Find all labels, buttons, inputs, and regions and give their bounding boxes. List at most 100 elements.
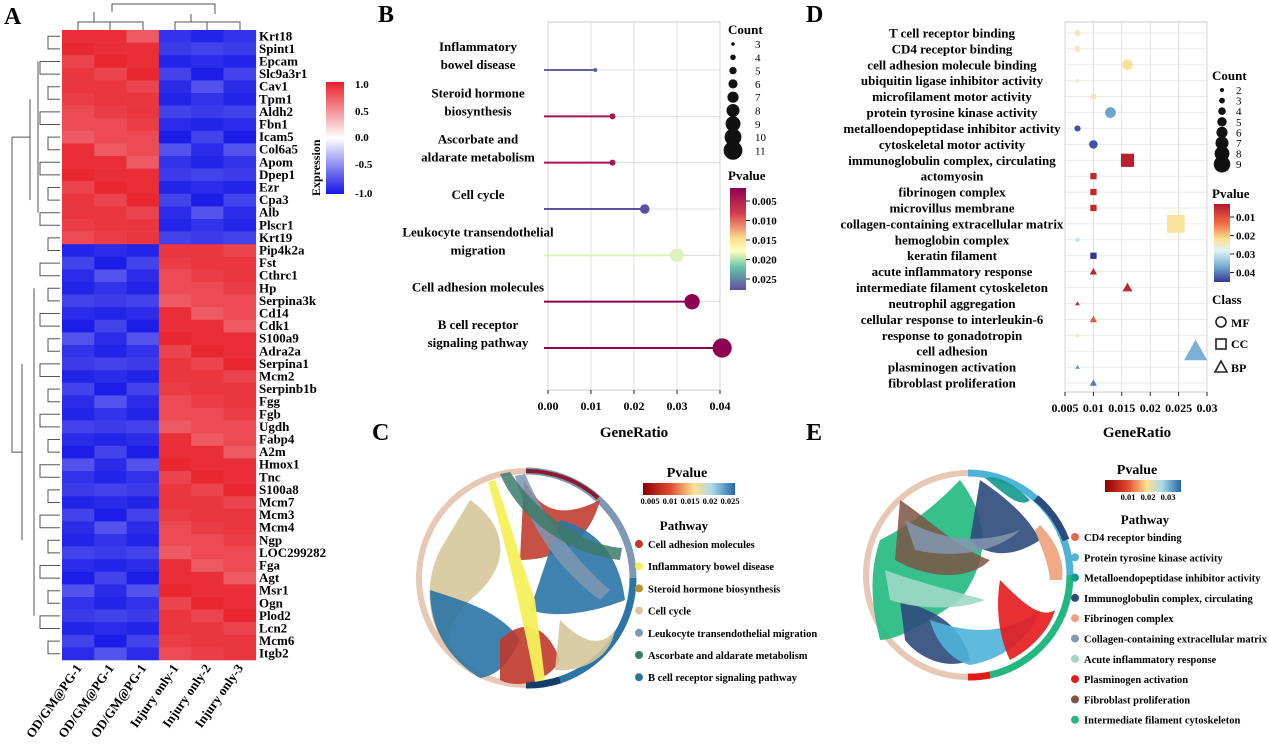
heatmap-cell (62, 193, 95, 207)
grid (547, 22, 721, 390)
pathway-legend-label: Cell adhesion molecules (648, 540, 755, 551)
heatmap-cell (62, 483, 95, 497)
pathway-legend-label: Metalloendopeptidase inhibitor activity (1084, 574, 1261, 585)
gene-label: Serpina3k (259, 293, 317, 308)
expression-colorbar: 1.0 0.5 0.0 -0.5 -1.0 Expression (309, 79, 373, 200)
count-legend-label: 3 (1236, 96, 1242, 108)
heatmap-cell (94, 156, 127, 169)
heatmap-cell (191, 445, 224, 459)
heatmap-cell (126, 559, 160, 573)
heatmap-cell (126, 597, 160, 610)
heatmap-cell (191, 634, 224, 648)
heatmap-cell (223, 609, 257, 623)
heatmap-cell (126, 130, 160, 144)
gene-label: Hp (259, 280, 276, 295)
count-legend-dot (1216, 126, 1228, 138)
x-tick-label: 0.02 (624, 399, 645, 413)
chord-arc (525, 468, 600, 500)
heatmap-cell (191, 546, 224, 560)
heatmap-cell (223, 168, 257, 182)
chord-ribbon (985, 477, 1030, 503)
gene-label: Fabp4 (259, 432, 295, 447)
heatmap-cell (223, 584, 257, 598)
heatmap-cell (223, 634, 257, 648)
pvalue-legend-title: Pvalue (1117, 463, 1157, 478)
heatmap-cell (191, 269, 224, 283)
count-legend-dot (1219, 97, 1225, 104)
panel-e-go-chord: Pvalue 0.01 0.02 0.03 Pathway CD4 receptor… (863, 463, 1268, 727)
heatmap-cell (94, 206, 127, 220)
heatmap-cell (158, 433, 192, 447)
heatmap-cell (191, 307, 224, 321)
heatmap-cell (223, 508, 257, 522)
heatmap-cell (126, 420, 160, 434)
heatmap-cell (62, 534, 95, 547)
heatmap-cell (191, 584, 224, 598)
heatmap-cell (223, 622, 257, 636)
chord-ribbon (430, 590, 520, 678)
heatmap-cell (126, 269, 160, 283)
gene-label: Fgg (259, 394, 280, 409)
class-legend-label: BP (1231, 361, 1246, 375)
heatmap-cell (62, 307, 95, 321)
heatmap-cell (126, 508, 160, 522)
heatmap-cell (223, 370, 257, 384)
go-term-label: T cell receptor binding (889, 26, 1016, 41)
heatmap-cell (126, 181, 160, 195)
heatmap-cell (62, 42, 95, 56)
pathway-legend-swatch (635, 606, 643, 615)
go-term-label: collagen-containing extracellular matrix (841, 216, 1064, 231)
panel-letter-e: E (806, 420, 822, 446)
pathway-label: Leukocyte transendothelial migration (402, 224, 554, 257)
heatmap-cell (158, 269, 192, 283)
heatmap-cell (223, 559, 257, 573)
heatmap-cell (158, 508, 192, 522)
heatmap-cell (94, 93, 127, 106)
heatmap-cell (94, 445, 127, 459)
heatmap-cell (223, 597, 257, 610)
heatmap-cell (158, 130, 192, 144)
gene-label: LOC299282 (259, 545, 326, 560)
heatmap-cell (126, 370, 160, 384)
heatmap-cell (62, 370, 95, 384)
heatmap-cell (94, 67, 127, 81)
gene-label: Hmox1 (259, 457, 299, 472)
heatmap-cell (158, 256, 192, 270)
class-cc-square-icon (1215, 338, 1227, 350)
chord-ribbon (488, 480, 545, 682)
heatmap-cell (126, 546, 160, 560)
heatmap-cell (62, 30, 95, 43)
colorbar-tick: -1.0 (355, 188, 373, 200)
gene-label: Icam5 (259, 129, 294, 144)
pvalue-ticks: 0.005 0.01 0.015 0.02 0.025 (640, 496, 739, 506)
pathway-legend-label: Immunoglobulin complex, circulating (1084, 594, 1253, 605)
count-legend-label: 10 (755, 132, 767, 144)
pathway-legend-label: Fibroblast proliferation (1084, 695, 1190, 706)
heatmap-cell (223, 256, 257, 270)
pvalue-tick-label: 0.02 (1236, 231, 1256, 243)
heatmap-cell (223, 483, 257, 497)
heatmap-cell (62, 496, 95, 510)
x-tick-label: 0.03 (1197, 401, 1218, 415)
heatmap-cell (191, 67, 224, 81)
bubble-mf (1074, 125, 1081, 132)
bubble-bp (1089, 268, 1097, 275)
heatmap-cell (158, 332, 192, 346)
heatmap-cell (158, 345, 192, 358)
heatmap-cell (62, 143, 95, 157)
count-legend-dot (730, 54, 736, 61)
heatmap-cell (158, 193, 192, 207)
heatmap-cell (94, 496, 127, 510)
lollipop-point (712, 338, 732, 358)
lollipop-point (684, 293, 700, 310)
chord-arc (525, 676, 562, 689)
heatmap-cell (126, 345, 160, 358)
bubble-mf (1090, 93, 1097, 100)
gene-label: Ngp (259, 532, 282, 547)
panel-a-heatmap: Krt18Spint1EpcamSlc9a3r1Cav1Tpm1Aldh2Fbn… (11, 3, 373, 741)
heatmap-cell (126, 168, 160, 182)
heatmap-cell (62, 521, 95, 535)
pvalue-tick-label: 0.01 (1236, 212, 1255, 224)
heatmap-cell (94, 294, 127, 308)
count-legend-label: 6 (755, 79, 761, 91)
